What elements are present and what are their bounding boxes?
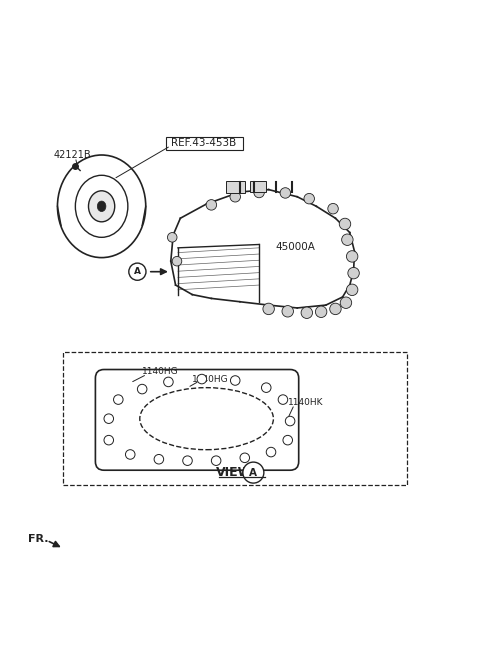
Circle shape	[304, 194, 314, 204]
Circle shape	[154, 455, 164, 464]
Circle shape	[262, 383, 271, 392]
Circle shape	[129, 263, 146, 280]
Text: 45000A: 45000A	[276, 242, 316, 252]
Text: 1140HK: 1140HK	[288, 398, 323, 407]
Text: 1140HG: 1140HG	[142, 367, 179, 377]
Circle shape	[125, 450, 135, 459]
Circle shape	[211, 456, 221, 466]
Text: A: A	[250, 468, 257, 478]
Circle shape	[206, 199, 216, 210]
Circle shape	[104, 414, 114, 423]
Circle shape	[172, 256, 182, 266]
Circle shape	[183, 456, 192, 466]
Ellipse shape	[88, 191, 115, 222]
Bar	[226, 181, 245, 193]
Circle shape	[104, 436, 114, 445]
Text: FR.: FR.	[28, 534, 48, 544]
Circle shape	[285, 417, 295, 426]
Circle shape	[282, 306, 293, 317]
Circle shape	[330, 303, 341, 315]
Circle shape	[328, 203, 338, 214]
Text: VIEW: VIEW	[216, 466, 252, 479]
Circle shape	[340, 297, 352, 308]
Circle shape	[348, 268, 360, 279]
Circle shape	[137, 384, 147, 394]
Circle shape	[339, 218, 351, 230]
Circle shape	[254, 187, 264, 197]
Circle shape	[266, 447, 276, 457]
Ellipse shape	[97, 201, 106, 211]
Circle shape	[114, 395, 123, 404]
Circle shape	[280, 188, 290, 198]
Circle shape	[315, 306, 327, 318]
Circle shape	[230, 376, 240, 385]
Circle shape	[164, 377, 173, 386]
Circle shape	[347, 284, 358, 296]
Text: REF.43-453B: REF.43-453B	[171, 138, 236, 148]
Circle shape	[301, 307, 312, 318]
Text: 1140HG: 1140HG	[192, 375, 229, 384]
Circle shape	[283, 436, 292, 445]
Circle shape	[230, 192, 240, 202]
Circle shape	[168, 233, 177, 242]
Bar	[250, 182, 266, 192]
Text: A: A	[134, 267, 141, 276]
Circle shape	[342, 234, 353, 245]
Circle shape	[278, 395, 288, 404]
Text: 42121B: 42121B	[54, 150, 92, 160]
Circle shape	[347, 251, 358, 262]
Circle shape	[243, 462, 264, 483]
Bar	[63, 352, 407, 485]
Circle shape	[197, 375, 206, 384]
Circle shape	[240, 453, 250, 462]
Circle shape	[263, 303, 275, 315]
Ellipse shape	[140, 388, 274, 450]
